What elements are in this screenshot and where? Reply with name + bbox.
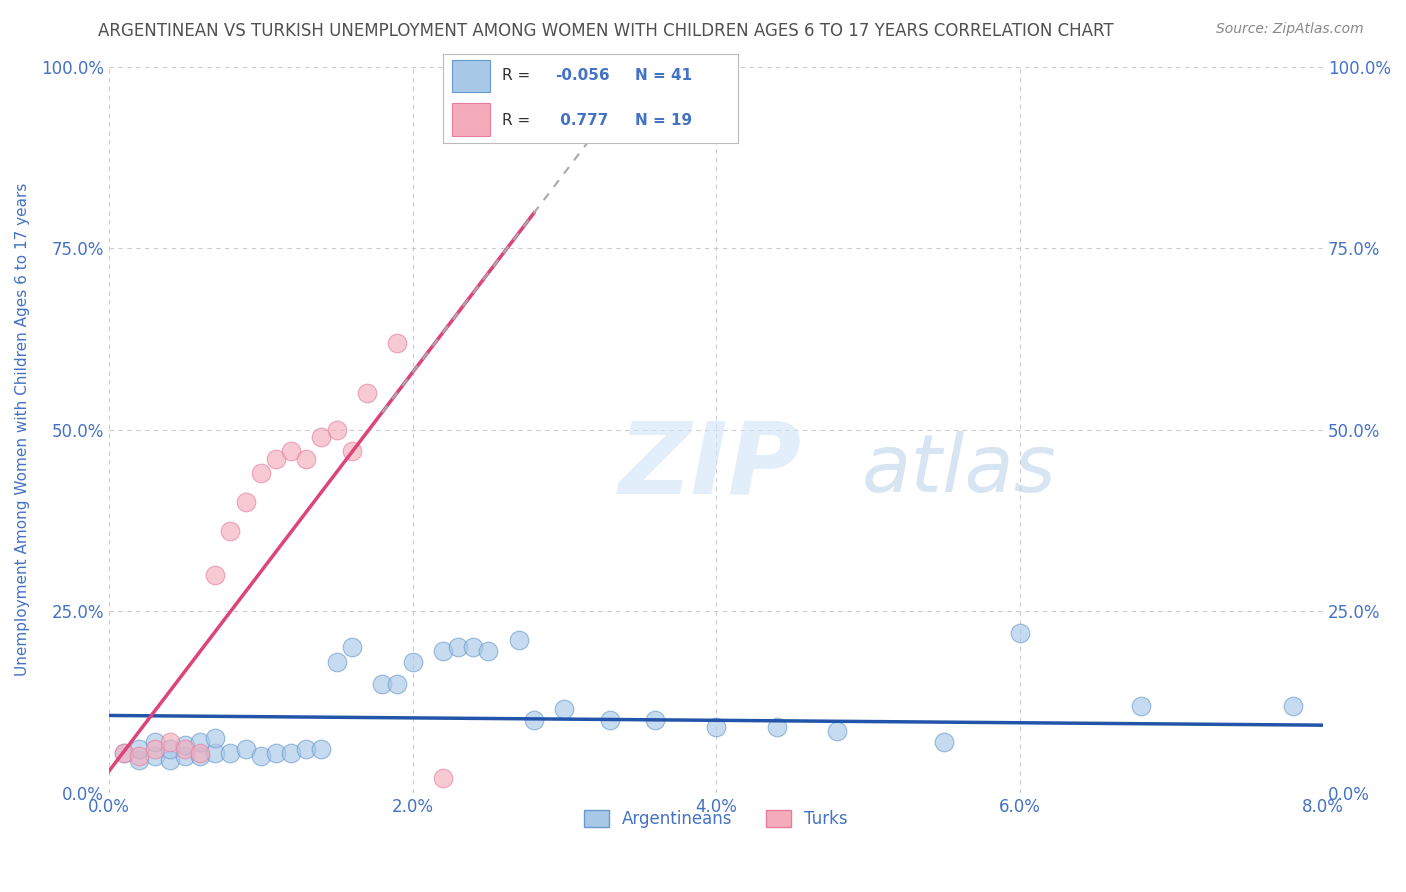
Argentineans (280, 746, 302, 760)
Turks (264, 451, 287, 466)
Argentineans (1281, 698, 1303, 713)
Argentineans (235, 742, 257, 756)
Turks (112, 746, 135, 760)
Argentineans (644, 713, 666, 727)
Argentineans (143, 749, 166, 764)
Turks (235, 495, 257, 509)
Argentineans (204, 746, 226, 760)
Argentineans (173, 749, 195, 764)
Text: ARGENTINEAN VS TURKISH UNEMPLOYMENT AMONG WOMEN WITH CHILDREN AGES 6 TO 17 YEARS: ARGENTINEAN VS TURKISH UNEMPLOYMENT AMON… (98, 22, 1114, 40)
Argentineans (249, 749, 271, 764)
Turks (325, 423, 347, 437)
Text: ZIP: ZIP (619, 417, 801, 515)
Argentineans (219, 746, 242, 760)
Turks (219, 524, 242, 539)
Y-axis label: Unemployment Among Women with Children Ages 6 to 17 years: Unemployment Among Women with Children A… (15, 183, 30, 676)
Turks (432, 771, 454, 785)
Text: N = 19: N = 19 (636, 113, 692, 128)
Argentineans (523, 713, 546, 727)
Argentineans (508, 633, 530, 648)
Text: 0.777: 0.777 (555, 113, 609, 128)
Argentineans (704, 720, 727, 734)
Argentineans (432, 644, 454, 658)
Argentineans (128, 742, 150, 756)
Turks (387, 335, 409, 350)
Argentineans (765, 720, 787, 734)
Argentineans (159, 753, 181, 767)
Turks (311, 430, 333, 444)
Turks (173, 742, 195, 756)
Turks (143, 742, 166, 756)
Turks (204, 567, 226, 582)
Turks (295, 451, 318, 466)
Argentineans (1008, 626, 1031, 640)
Argentineans (295, 742, 318, 756)
Turks (340, 444, 363, 458)
Argentineans (401, 655, 423, 669)
Legend: Argentineans, Turks: Argentineans, Turks (578, 804, 855, 835)
Argentineans (204, 731, 226, 746)
FancyBboxPatch shape (451, 103, 491, 136)
Argentineans (112, 746, 135, 760)
Argentineans (264, 746, 287, 760)
Argentineans (371, 677, 394, 691)
Argentineans (311, 742, 333, 756)
Argentineans (387, 677, 409, 691)
Argentineans (159, 742, 181, 756)
Argentineans (143, 735, 166, 749)
Turks (128, 749, 150, 764)
Argentineans (599, 713, 621, 727)
Argentineans (173, 739, 195, 753)
Text: Source: ZipAtlas.com: Source: ZipAtlas.com (1216, 22, 1364, 37)
Argentineans (827, 723, 849, 738)
Turks (188, 746, 211, 760)
Text: R =: R = (502, 69, 536, 83)
Argentineans (188, 749, 211, 764)
Text: -0.056: -0.056 (555, 69, 610, 83)
Text: R =: R = (502, 113, 536, 128)
Argentineans (128, 753, 150, 767)
Turks (280, 444, 302, 458)
Turks (356, 386, 378, 401)
Argentineans (1130, 698, 1153, 713)
Argentineans (325, 655, 347, 669)
Argentineans (447, 640, 470, 655)
Turks (159, 735, 181, 749)
Argentineans (477, 644, 499, 658)
Text: atlas: atlas (862, 431, 1056, 508)
Turks (249, 466, 271, 480)
FancyBboxPatch shape (451, 60, 491, 92)
Argentineans (188, 735, 211, 749)
Argentineans (932, 735, 955, 749)
Text: N = 41: N = 41 (636, 69, 692, 83)
Argentineans (553, 702, 575, 716)
Argentineans (340, 640, 363, 655)
Argentineans (463, 640, 485, 655)
